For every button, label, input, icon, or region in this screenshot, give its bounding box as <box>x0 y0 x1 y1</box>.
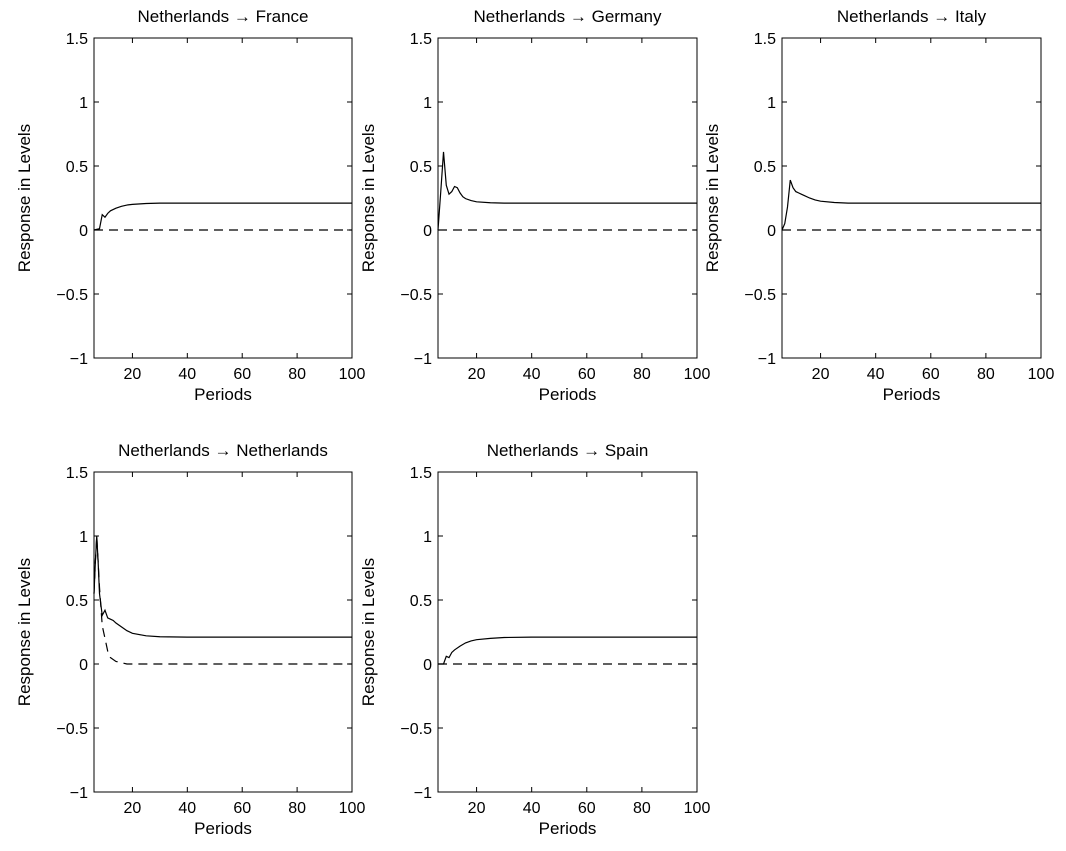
x-tick-label: 40 <box>867 366 885 383</box>
y-tick-label: 1 <box>767 95 776 112</box>
x-tick-label: 60 <box>578 366 596 383</box>
y-tick-label: 0.5 <box>410 159 432 176</box>
y-tick-label: −0.5 <box>56 287 88 304</box>
series-line-solid <box>781 179 1041 231</box>
y-tick-label: −1 <box>70 351 88 368</box>
y-tick-label: −1 <box>414 785 432 802</box>
x-tick-label: 100 <box>684 366 711 383</box>
x-tick-label: 60 <box>922 366 940 383</box>
y-tick-label: −1 <box>70 785 88 802</box>
x-tick-label: 20 <box>468 800 486 817</box>
y-axis-label: Response in Levels <box>15 558 34 706</box>
subplot-2: Netherlands → Germany 20 40 60 80 100 −1 −0.5 0 0… <box>359 7 710 404</box>
y-tick-label: 0.5 <box>754 159 776 176</box>
y-tick-label: −1 <box>758 351 776 368</box>
x-tick-label: 80 <box>288 800 306 817</box>
x-tick-label: 100 <box>684 800 711 817</box>
y-tick-label: 0 <box>79 223 88 240</box>
y-tick-label: 0 <box>79 657 88 674</box>
subplot-4: Netherlands → Netherlands 20 40 60 80 100 −1 −0… <box>15 441 365 838</box>
x-tick-label: 60 <box>233 800 251 817</box>
x-tick-label: 40 <box>178 800 196 817</box>
y-tick-label: 0.5 <box>66 159 88 176</box>
y-tick-label: −0.5 <box>400 721 432 738</box>
x-axis-label: Periods <box>194 819 252 838</box>
subplot-5: Netherlands → Spain 20 40 60 80 100 −1 −0.5 0 0.5… <box>359 441 710 838</box>
y-tick-label: 1 <box>423 529 432 546</box>
series-line-solid <box>438 636 697 665</box>
y-tick-label: 1.5 <box>66 31 88 48</box>
y-tick-label: 1.5 <box>66 465 88 482</box>
y-axis-label: Response in Levels <box>15 124 34 272</box>
y-tick-label: 0 <box>767 223 776 240</box>
plot-frame <box>781 37 1042 359</box>
plot-frame <box>437 37 698 359</box>
y-tick-label: 1 <box>79 95 88 112</box>
plot-frame <box>437 471 698 793</box>
y-axis-label: Response in Levels <box>359 558 378 706</box>
x-tick-label: 20 <box>468 366 486 383</box>
y-tick-label: −0.5 <box>744 287 776 304</box>
x-tick-label: 80 <box>633 366 651 383</box>
y-tick-label: 1.5 <box>410 465 432 482</box>
x-axis-label: Periods <box>539 385 597 404</box>
x-tick-label: 20 <box>812 366 830 383</box>
series-line-solid <box>93 202 352 231</box>
subplot-title: Netherlands → Germany <box>473 7 662 26</box>
y-tick-label: 0 <box>423 223 432 240</box>
subplot-1: Netherlands → France 20 40 60 80 100 −1 −0.5 0 0.… <box>15 7 365 404</box>
subplot-title: Netherlands → Spain <box>487 441 649 460</box>
y-tick-label: 0.5 <box>410 593 432 610</box>
subplot-title: Netherlands → France <box>137 7 308 26</box>
subplot-title: Netherlands → Italy <box>837 7 987 26</box>
y-tick-label: −0.5 <box>56 721 88 738</box>
plot-frame <box>93 37 353 359</box>
x-tick-label: 60 <box>578 800 596 817</box>
y-tick-label: 1.5 <box>754 31 776 48</box>
x-tick-label: 40 <box>523 800 541 817</box>
x-axis-label: Periods <box>194 385 252 404</box>
x-tick-label: 80 <box>288 366 306 383</box>
series-line-solid <box>93 535 352 638</box>
y-tick-label: 1 <box>423 95 432 112</box>
y-tick-label: −0.5 <box>400 287 432 304</box>
x-tick-label: 80 <box>977 366 995 383</box>
x-axis-label: Periods <box>539 819 597 838</box>
plot-frame <box>93 471 353 793</box>
x-tick-label: 60 <box>233 366 251 383</box>
x-tick-label: 40 <box>523 366 541 383</box>
subplot-3: Netherlands → Italy 20 40 60 80 100 −1 −0.5 0 0.5… <box>703 7 1054 404</box>
y-tick-label: 0.5 <box>66 593 88 610</box>
x-tick-label: 100 <box>1028 366 1055 383</box>
y-tick-label: −1 <box>414 351 432 368</box>
x-tick-label: 100 <box>339 800 366 817</box>
x-tick-label: 20 <box>124 800 142 817</box>
y-tick-label: 1.5 <box>410 31 432 48</box>
y-tick-label: 1 <box>79 529 88 546</box>
y-tick-label: 0 <box>423 657 432 674</box>
x-tick-label: 40 <box>178 366 196 383</box>
x-tick-label: 20 <box>124 366 142 383</box>
series-line-dashed <box>93 535 352 665</box>
subplot-title: Netherlands → Netherlands <box>118 441 328 460</box>
y-axis-label: Response in Levels <box>703 124 722 272</box>
x-tick-label: 80 <box>633 800 651 817</box>
x-axis-label: Periods <box>883 385 941 404</box>
y-axis-label: Response in Levels <box>359 124 378 272</box>
x-tick-label: 100 <box>339 366 366 383</box>
series-line-solid <box>437 151 697 231</box>
